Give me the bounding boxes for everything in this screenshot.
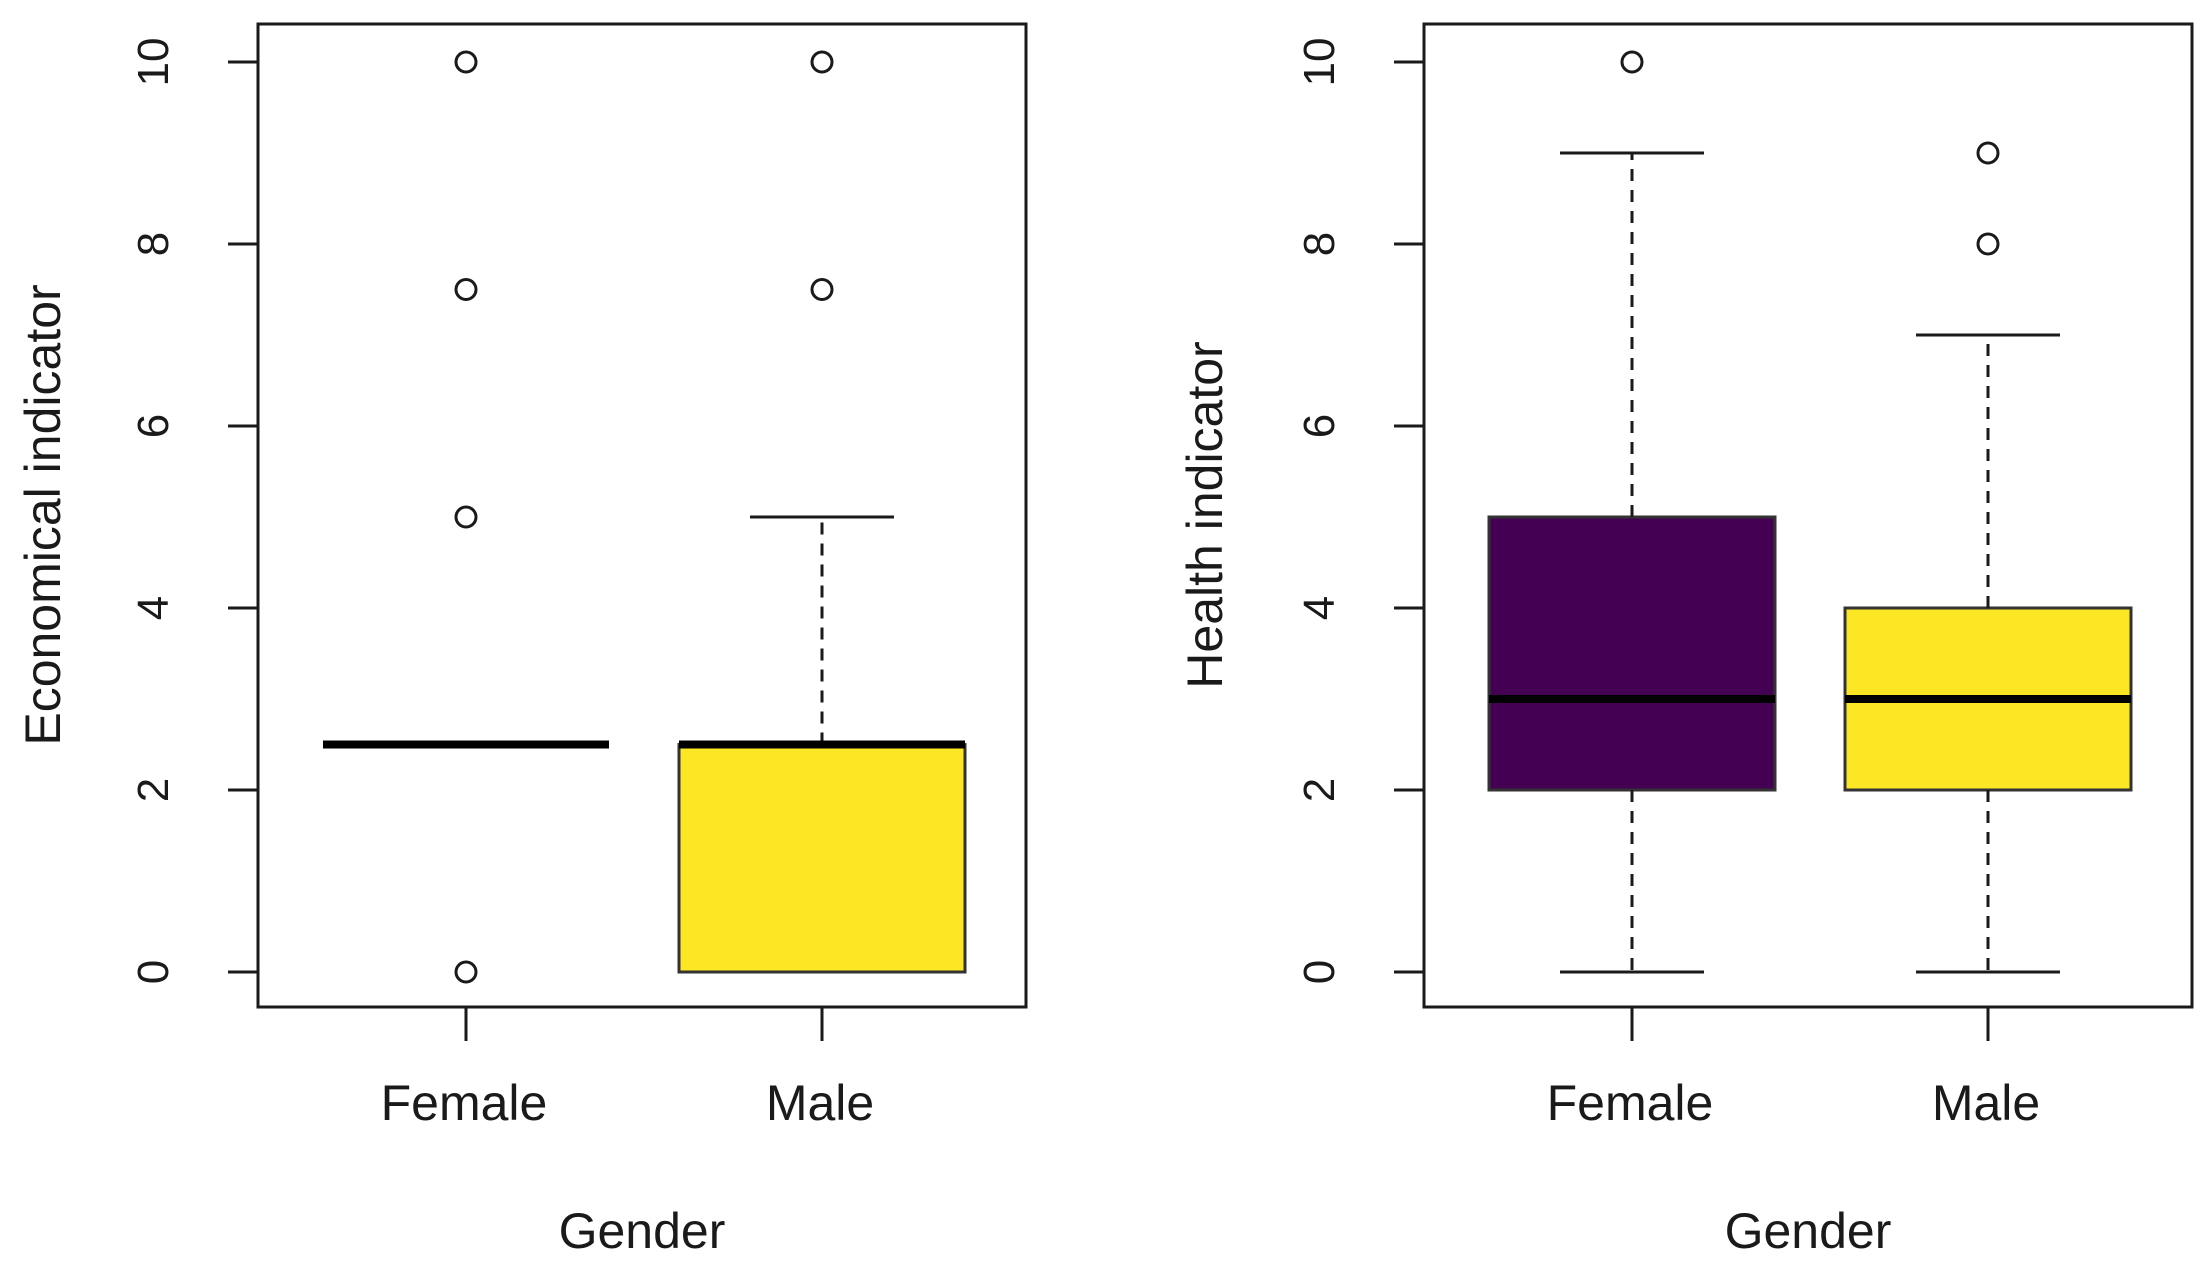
y-tick-label: 0 — [129, 960, 178, 984]
y-tick-label: 10 — [129, 38, 178, 87]
y-tick-label: 10 — [1295, 38, 1344, 87]
outlier-point — [810, 50, 834, 74]
y-tick-label: 0 — [1295, 960, 1344, 984]
outlier-point — [454, 278, 478, 301]
x-category-label: Female — [1547, 1075, 1714, 1131]
boxplot-marks — [323, 50, 967, 984]
outlier-point — [1620, 50, 1644, 74]
y-ticks: 0 2 4 6 8 10 Female Male — [129, 38, 874, 1131]
y-axis-title: Health indicator — [1177, 341, 1233, 688]
box-male — [677, 743, 967, 974]
outlier-point — [810, 278, 834, 301]
y-tick-label: 2 — [1295, 778, 1344, 802]
y-axis-title: Economical indicator — [15, 284, 71, 745]
x-axis-title: Gender — [1725, 1203, 1892, 1259]
y-tick-label: 6 — [129, 414, 178, 438]
x-category-label: Male — [1932, 1075, 2040, 1131]
plot-frame — [1422, 22, 2194, 1009]
x-category-label: Male — [766, 1075, 874, 1131]
y-tick-label: 4 — [129, 596, 178, 620]
health-panel: 0 2 4 6 8 10 Female Male Health indicator Gende… — [1177, 22, 2194, 1259]
y-tick-label: 4 — [1295, 596, 1344, 620]
outlier-point — [454, 505, 478, 529]
y-tick-label: 8 — [129, 232, 178, 256]
outlier-point — [1976, 141, 2000, 165]
outlier-point — [454, 960, 478, 984]
boxplot-marks — [1487, 50, 2133, 974]
outlier-point — [454, 50, 478, 74]
plot-frame — [256, 22, 1028, 1009]
y-tick-label: 2 — [129, 778, 178, 802]
x-category-label: Female — [381, 1075, 548, 1131]
economical-panel: 0 2 4 6 8 10 Female Male Economical indicator G… — [15, 22, 1028, 1259]
y-tick-label: 8 — [1295, 232, 1344, 256]
outlier-point — [1976, 232, 2000, 256]
y-tick-label: 6 — [1295, 414, 1344, 438]
box-female — [1487, 515, 1777, 792]
x-axis-title: Gender — [559, 1203, 726, 1259]
y-ticks: 0 2 4 6 8 10 Female Male — [1295, 38, 2040, 1131]
